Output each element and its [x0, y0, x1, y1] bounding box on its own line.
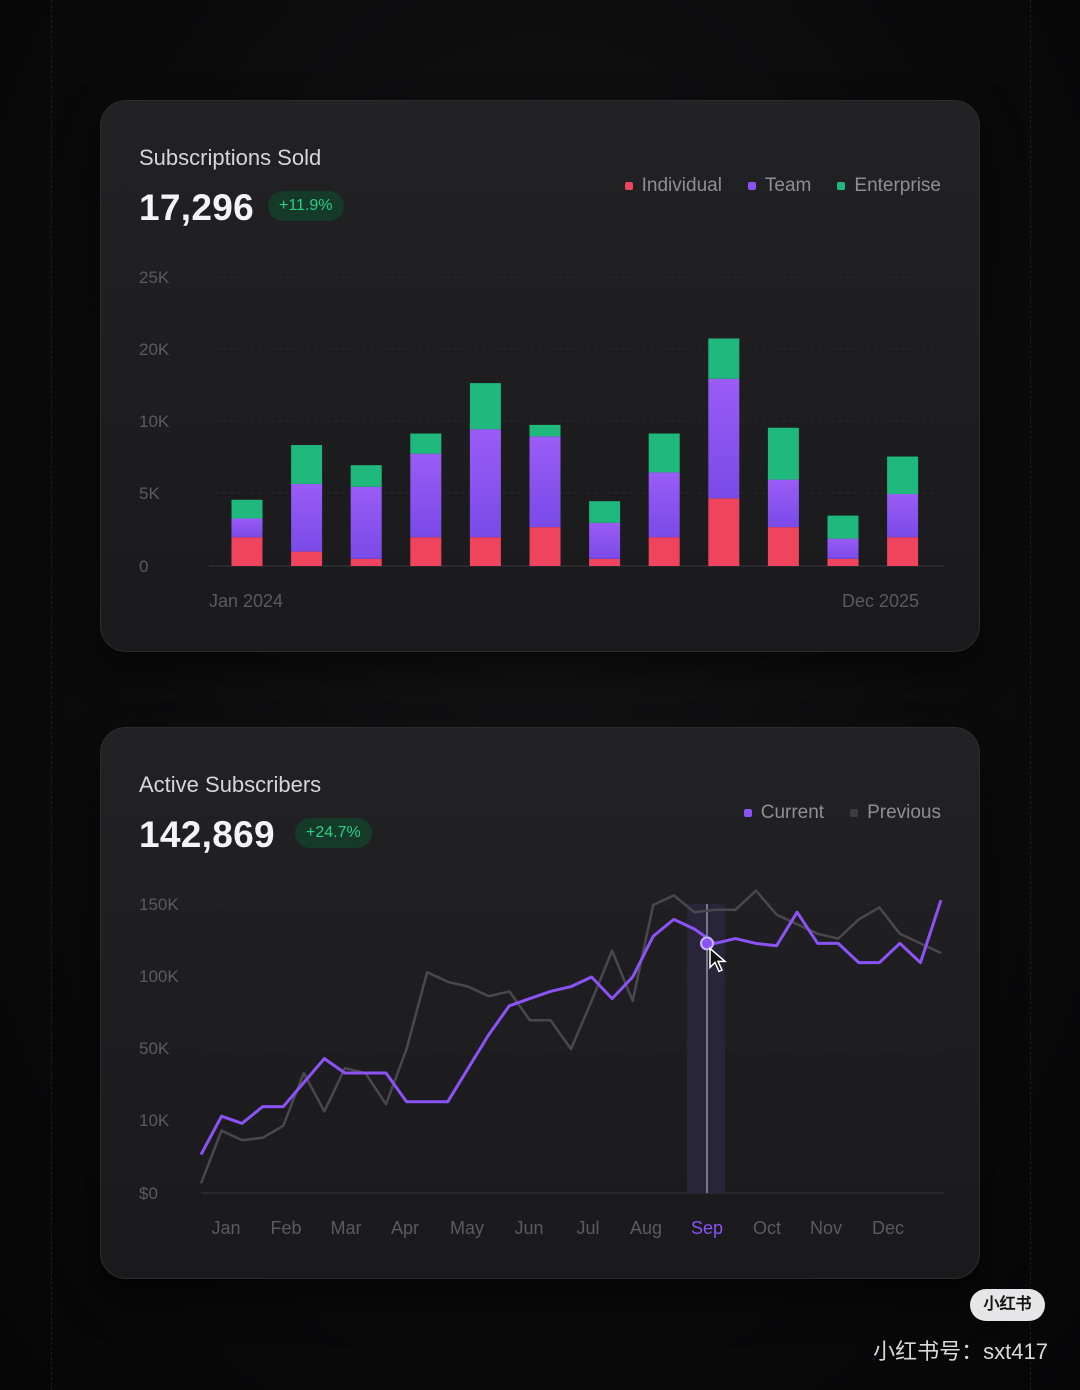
bar-segment-individual — [827, 558, 859, 566]
bar-segment-enterprise — [589, 501, 621, 523]
x-axis-month-label: Jun — [514, 1218, 543, 1238]
hover-point-marker[interactable] — [700, 936, 714, 951]
legend-swatch-icon — [837, 182, 846, 190]
legend-label: Individual — [641, 175, 722, 196]
bar-segment-individual — [410, 537, 442, 566]
legend-label: Current — [760, 802, 825, 823]
bar-segment-enterprise — [291, 445, 323, 484]
x-axis-month-label: Nov — [810, 1218, 842, 1238]
kpi-value: 17,296 — [139, 187, 254, 228]
bar-segment-enterprise — [887, 456, 919, 494]
change-badge: +24.7% — [295, 818, 372, 848]
bar-segment-individual — [231, 537, 263, 566]
y-axis-tick-label: 10K — [139, 1111, 170, 1130]
bar-segment-team — [767, 479, 799, 528]
watermark-text: 小红书号：sxt417 — [873, 1339, 1048, 1364]
bar-segment-enterprise — [529, 424, 561, 437]
chart-legend: Current Previous — [743, 802, 941, 824]
card-title: Active Subscribers — [139, 772, 322, 797]
y-axis-tick-label: 10K — [139, 412, 170, 431]
hover-highlight-band — [687, 904, 725, 1193]
x-axis-month-label: Aug — [630, 1218, 662, 1238]
y-axis-tick-label: 100K — [139, 967, 179, 986]
bar-segment-individual — [469, 537, 501, 566]
y-axis-tick-label: 5K — [139, 484, 160, 503]
bar-segment-team — [529, 436, 561, 528]
legend-swatch-icon — [743, 809, 752, 817]
mouse-cursor-icon — [709, 946, 728, 973]
legend-item-individual[interactable]: Individual — [624, 175, 722, 197]
x-axis-start-label: Jan 2024 — [209, 591, 283, 611]
bar-segment-individual — [767, 527, 799, 566]
bar-segment-individual — [887, 537, 919, 566]
bar-segment-individual — [708, 498, 740, 566]
legend-item-team[interactable]: Team — [747, 175, 812, 197]
bar-segment-individual — [291, 551, 323, 566]
x-axis-end-label: Dec 2025 — [842, 591, 919, 611]
x-axis-month-label: Oct — [753, 1218, 781, 1238]
legend-label: Enterprise — [854, 175, 941, 196]
x-axis-month-label: Mar — [331, 1218, 362, 1238]
bar-segment-enterprise — [767, 427, 799, 480]
legend-label: Previous — [867, 802, 941, 823]
bar-segment-individual — [529, 527, 561, 566]
bar-segment-enterprise — [469, 383, 501, 430]
x-axis-month-label: Dec — [872, 1218, 904, 1238]
bar-segment-team — [589, 522, 621, 559]
x-axis-month-label: Sep — [691, 1218, 723, 1238]
watermark-logo: 小红书 — [970, 1289, 1045, 1321]
kpi-value: 142,869 — [139, 814, 275, 855]
guide-line-right — [1030, 0, 1031, 1390]
bar-segment-enterprise — [827, 515, 859, 539]
y-axis-tick-label: $0 — [139, 1184, 158, 1203]
y-axis-tick-label: 0 — [139, 557, 148, 576]
legend-swatch-icon — [747, 182, 756, 190]
bar-segment-individual — [350, 558, 382, 566]
bar-segment-enterprise — [708, 338, 740, 379]
chart-legend: Individual Team Enterprise — [624, 175, 941, 197]
line-chart: 150K 100K 50K 10K $0 Jan Feb Mar Apr May Jun Jul Aug… — [139, 889, 944, 1238]
y-axis-tick-label: 25K — [139, 268, 170, 287]
series-line-previous — [199, 889, 942, 1184]
legend-swatch-icon — [624, 182, 633, 190]
bar-segment-team — [231, 518, 263, 538]
x-axis-month-label: May — [450, 1218, 484, 1238]
y-axis-tick-label: 150K — [139, 895, 179, 914]
y-axis-tick-label: 50K — [139, 1039, 170, 1058]
x-axis-month-label: Feb — [270, 1218, 301, 1238]
y-axis-tick-label: 20K — [139, 340, 170, 359]
bar-segment-team — [648, 472, 680, 538]
bar-segment-individual — [589, 558, 621, 566]
subscriptions-sold-card: Subscriptions Sold 17,296 +11.9% Individ… — [100, 100, 980, 652]
bar-segment-team — [350, 486, 382, 559]
bar-segment-enterprise — [410, 433, 442, 454]
x-axis-month-label: Jan — [211, 1218, 240, 1238]
bar-segment-team — [410, 453, 442, 538]
bar-segment-team — [469, 429, 501, 538]
bar-segment-enterprise — [648, 433, 680, 473]
change-badge: +11.9% — [268, 191, 344, 221]
active-subscribers-card: Active Subscribers 142,869 +24.7% Curren… — [100, 727, 980, 1279]
legend-swatch-icon — [850, 809, 859, 817]
legend-item-current[interactable]: Current — [743, 802, 825, 824]
legend-item-previous[interactable]: Previous — [850, 802, 941, 824]
legend-label: Team — [764, 175, 812, 196]
x-axis-month-label: Jul — [576, 1218, 599, 1238]
card-title: Subscriptions Sold — [139, 145, 322, 170]
bar-segment-team — [708, 378, 740, 499]
series-line-current — [199, 899, 943, 1156]
stacked-bar-chart: 25K 20K 10K 5K 0 Jan 2024 Dec 2025 — [139, 268, 944, 611]
bar-segment-individual — [648, 537, 680, 566]
bar-segment-enterprise — [231, 499, 263, 519]
bar-segment-team — [887, 494, 919, 538]
bar-segment-team — [827, 538, 859, 559]
guide-line-left — [51, 0, 52, 1390]
bar-segment-enterprise — [350, 465, 382, 487]
x-axis-month-label: Apr — [391, 1218, 419, 1238]
bar-segment-team — [291, 483, 323, 552]
legend-item-enterprise[interactable]: Enterprise — [837, 175, 941, 197]
